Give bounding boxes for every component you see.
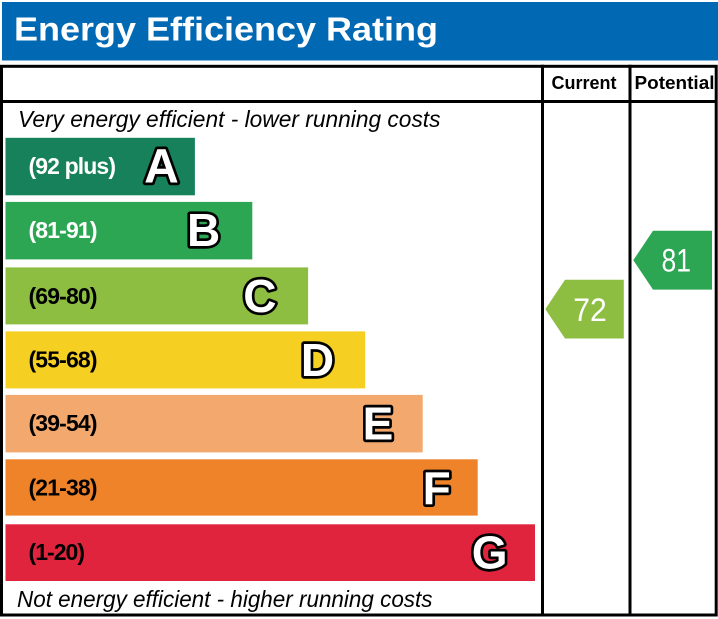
- svg-text:D: D: [301, 334, 334, 386]
- svg-text:G: G: [472, 527, 508, 579]
- svg-text:(1-20): (1-20): [29, 539, 86, 565]
- svg-text:72: 72: [573, 292, 607, 328]
- svg-text:Energy Efficiency Rating: Energy Efficiency Rating: [14, 11, 438, 48]
- svg-text:Very energy efficient - lower: Very energy efficient - lower running co…: [18, 106, 441, 132]
- svg-text:C: C: [243, 270, 276, 322]
- svg-text:(55-68): (55-68): [29, 347, 98, 373]
- svg-text:(69-80): (69-80): [29, 283, 98, 309]
- svg-text:(39-54): (39-54): [29, 410, 98, 436]
- svg-text:Current: Current: [551, 73, 616, 93]
- svg-text:E: E: [363, 398, 394, 450]
- svg-text:A: A: [144, 141, 179, 194]
- svg-text:F: F: [423, 462, 451, 514]
- svg-text:B: B: [187, 204, 220, 256]
- svg-text:81: 81: [661, 243, 691, 279]
- svg-text:Not energy efficient - higher: Not energy efficient - higher running co…: [17, 586, 433, 612]
- svg-text:(81-91): (81-91): [29, 217, 98, 243]
- svg-text:(92 plus): (92 plus): [29, 153, 117, 179]
- svg-text:(21-38): (21-38): [29, 475, 98, 501]
- svg-text:Potential: Potential: [635, 73, 715, 93]
